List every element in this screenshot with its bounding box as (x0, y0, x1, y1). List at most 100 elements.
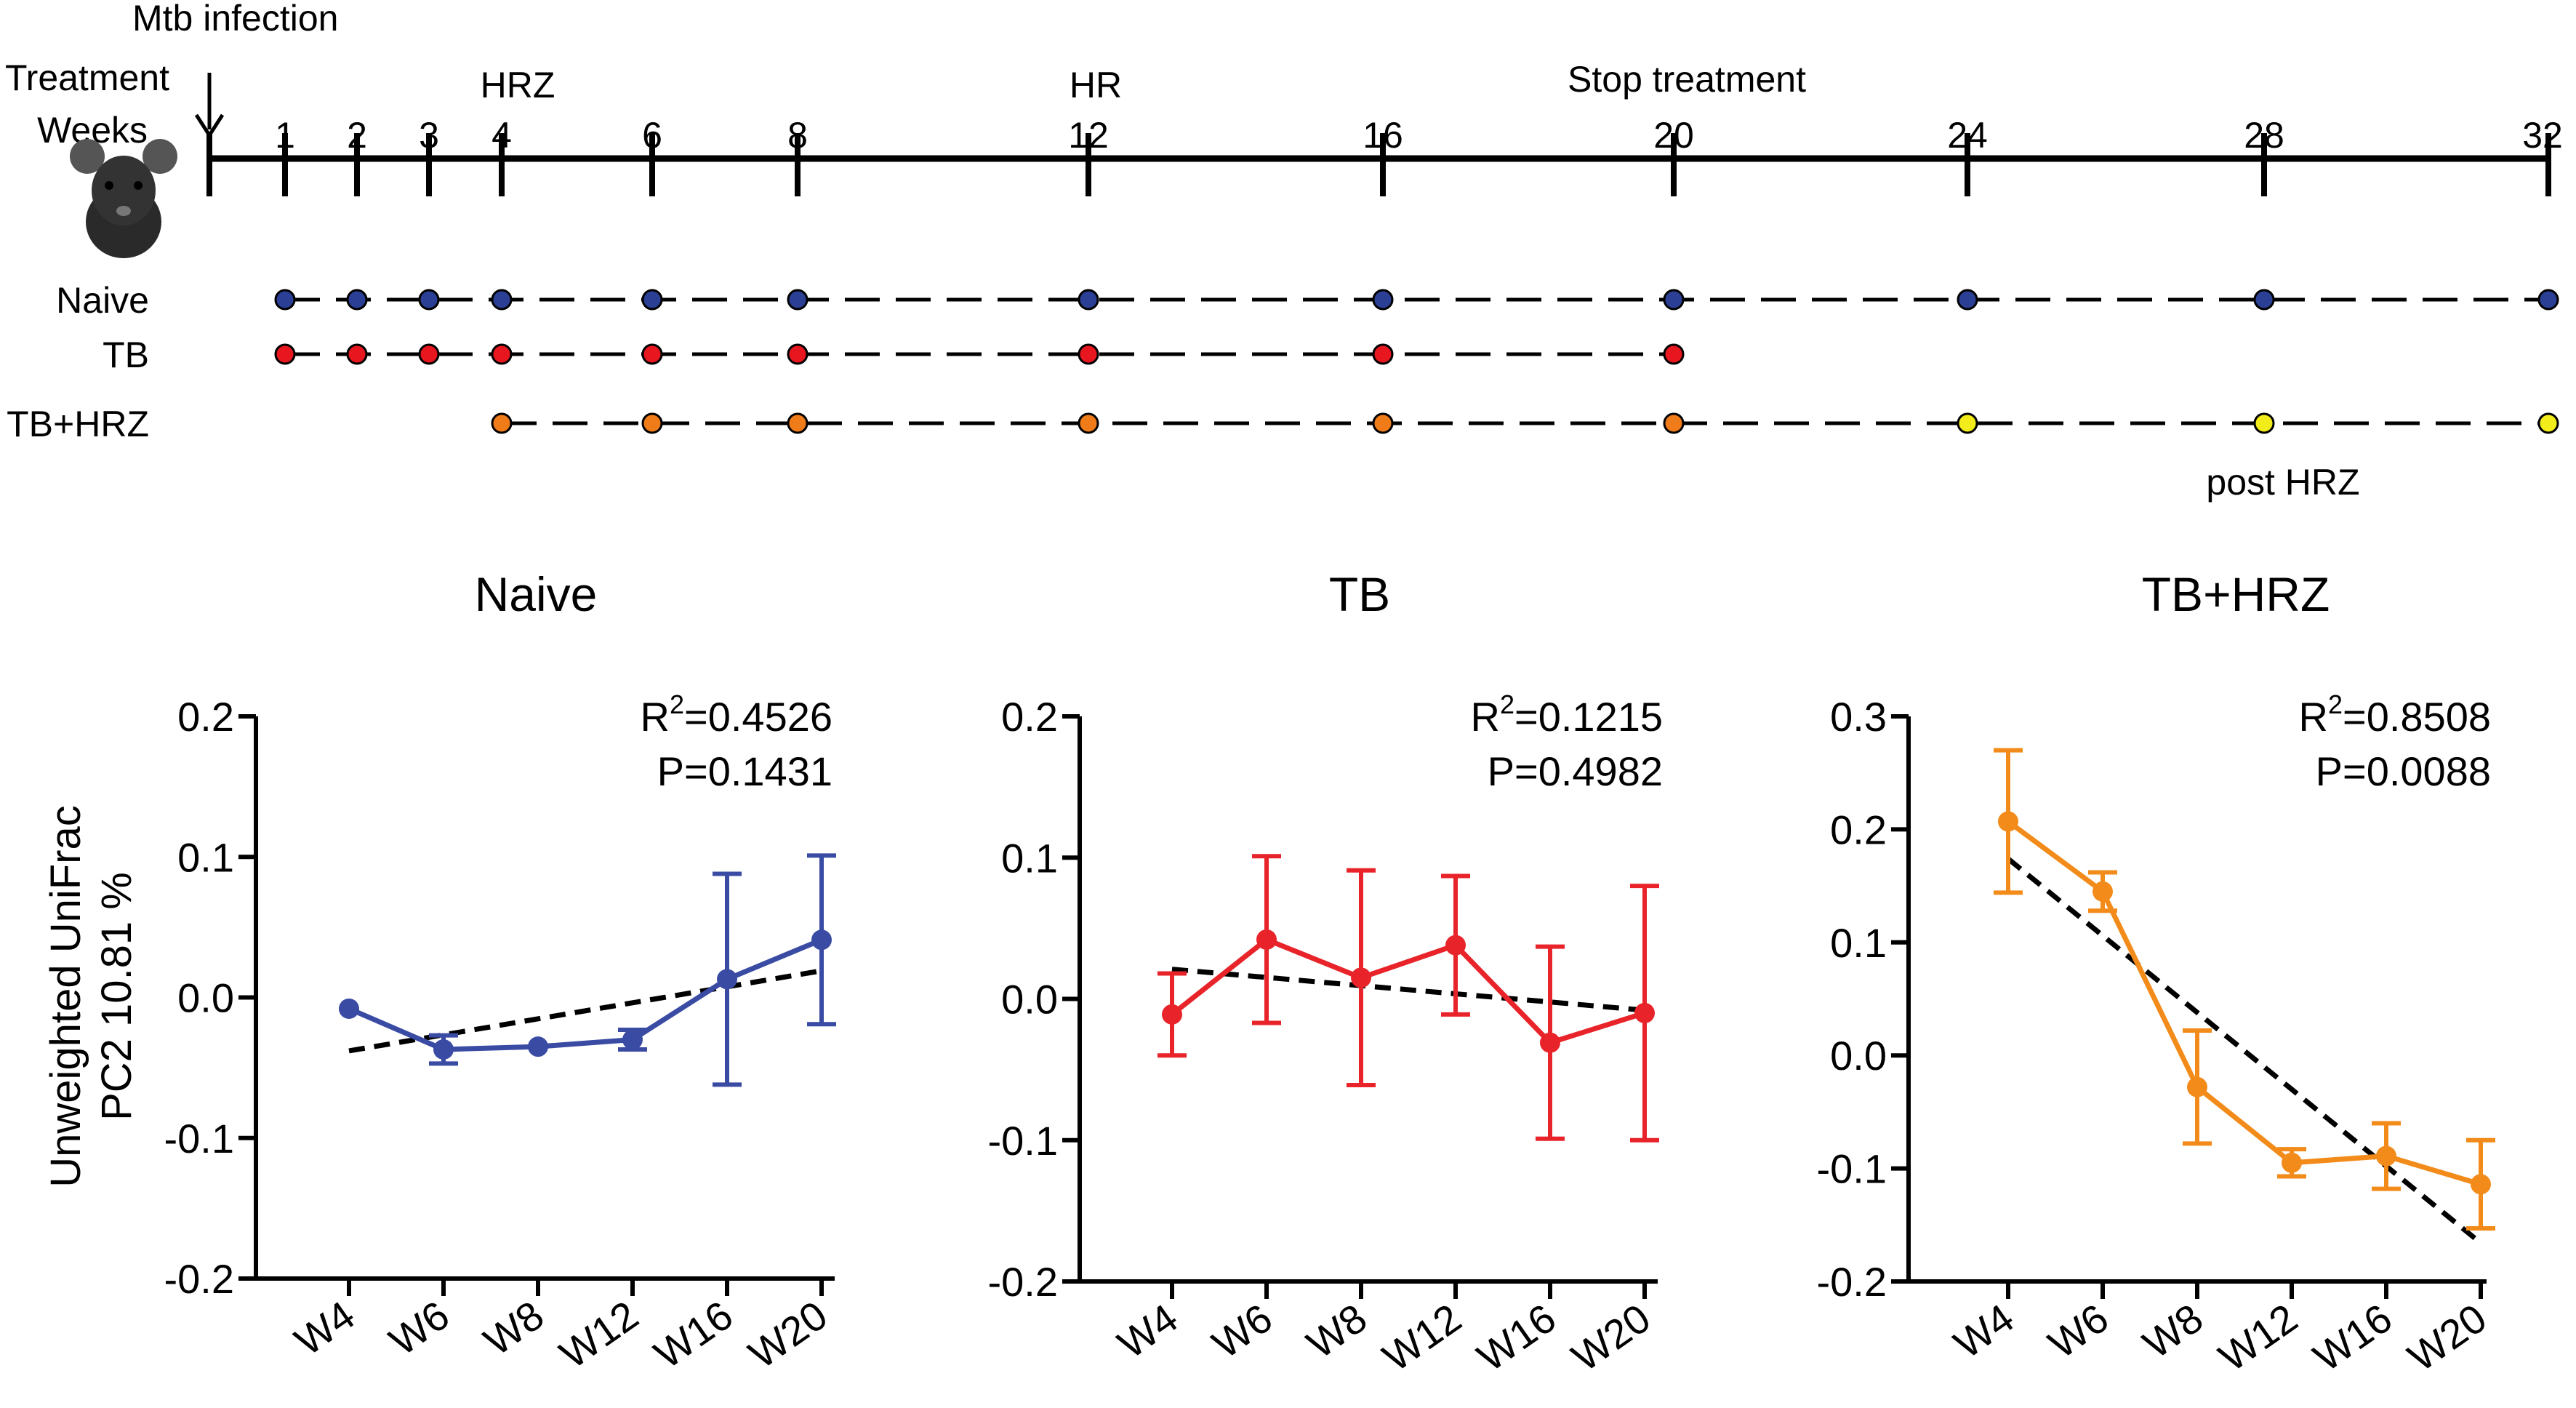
timeline-sample-point (2537, 412, 2559, 434)
y-tick-label: 0.0 (177, 975, 234, 1021)
data-point (433, 1039, 454, 1060)
trend-line (1171, 967, 1645, 1013)
x-tick-label: W6 (381, 1292, 457, 1364)
timeline-tick-label: 6 (642, 115, 662, 156)
timeline-tick-label: 32 (2522, 115, 2563, 156)
timeline-sample-point (2253, 289, 2275, 311)
x-tick-label: W20 (740, 1292, 835, 1377)
trend-line (2006, 857, 2483, 1245)
chart-tb-hrz: 0.3 0.2 0.1 0.0 -0.1 -0.2 W4 W6 W8 W12 W16 W20 R2=0… (1817, 689, 2495, 1380)
data-point (717, 969, 737, 990)
x-tick-label: W12 (2210, 1295, 2305, 1380)
timeline-tick-label: 2 (347, 115, 367, 156)
phase-hrz-label: HRZ (481, 65, 555, 105)
trend-line (348, 968, 822, 1054)
x-tick-label: W20 (2399, 1295, 2494, 1380)
timeline-tick-label: 12 (1068, 115, 1109, 156)
data-point (1445, 935, 1466, 956)
p-value-label: P=0.4982 (1488, 748, 1663, 794)
timeline-sample-point (1372, 343, 1394, 365)
r-squared-label: R2=0.4526 (641, 689, 832, 740)
p-value-label: P=0.1431 (657, 748, 832, 794)
series-line (1170, 937, 1646, 1046)
x-tick-label: W4 (1946, 1295, 2022, 1367)
x-tick-label: W8 (2135, 1295, 2211, 1367)
x-tick-label: W6 (1204, 1295, 1280, 1367)
x-tick-label: W8 (1299, 1295, 1375, 1367)
timeline-sample-point (2253, 412, 2275, 434)
p-value-label: P=0.0088 (2316, 748, 2491, 794)
data-point (2282, 1152, 2302, 1173)
chart-title-tb-hrz: TB+HRZ (2142, 567, 2330, 621)
timeline-tick-label: 3 (419, 115, 439, 156)
timeline: Mtb infection Treatment Weeks 1 2 3 4 6 8 12 16… (5, 0, 2563, 503)
timeline-sample-point (1957, 412, 1978, 434)
timeline-sample-point (1957, 289, 1978, 311)
data-point (622, 1029, 643, 1050)
x-tick-label: W6 (2040, 1295, 2116, 1367)
data-point (1998, 811, 2018, 832)
r-squared-label: R2=0.8508 (2299, 689, 2491, 740)
chart-title-naive: Naive (475, 567, 598, 621)
x-tick-label: W16 (1469, 1295, 1563, 1380)
y-tick-label: 0.3 (1830, 694, 1887, 740)
x-tick-label: W16 (646, 1292, 740, 1377)
data-point (2471, 1174, 2491, 1195)
y-tick-label: 0.1 (177, 834, 234, 880)
y-tick-label: -0.1 (1817, 1146, 1887, 1192)
timeline-sample-point (641, 343, 663, 365)
y-axis-label-line1: Unweighted UniFrac (42, 805, 89, 1187)
data-point (811, 929, 832, 951)
chart-tb: 0.2 0.1 0.0 -0.1 -0.2 W4 W6 W8 W12 W16 W20 R2=0.12… (988, 689, 1664, 1380)
y-axis-label-line2: PC2 10.81 % (93, 872, 140, 1121)
timeline-sample-point (274, 343, 296, 365)
r-squared-label: R2=0.1215 (1471, 689, 1663, 740)
chart-title-tb: TB (1329, 567, 1390, 621)
timeline-groups: Naive TB TB+HRZ (7, 280, 2559, 444)
y-axis-label: Unweighted UniFrac PC2 10.81 % (42, 805, 140, 1187)
timeline-tick-label: 4 (491, 115, 512, 156)
y-tick-label: 0.0 (1001, 977, 1058, 1023)
timeline-tick-label: 28 (2244, 115, 2284, 156)
timeline-sample-point (1663, 343, 1685, 365)
x-tick-label: W4 (1110, 1295, 1186, 1367)
series-line (348, 937, 823, 1052)
y-tick-label: 0.2 (1001, 694, 1058, 740)
data-point (2376, 1145, 2396, 1167)
y-tick-label: -0.1 (988, 1118, 1059, 1164)
x-tick-label: W16 (2305, 1295, 2399, 1380)
timeline-tick-label: 20 (1653, 115, 1694, 156)
timeline-sample-point (346, 289, 368, 311)
timeline-group-label: Naive (56, 280, 149, 321)
timeline-tick-label: 24 (1947, 115, 1988, 156)
timeline-sample-point (787, 412, 808, 434)
phase-hr-label: HR (1070, 65, 1122, 105)
y-tick-label: 0.2 (177, 694, 234, 740)
y-tick-label: 0.1 (1001, 835, 1058, 881)
infection-arrow (194, 73, 225, 139)
timeline-sample-point (491, 343, 513, 365)
data-point (339, 998, 359, 1019)
data-point (528, 1036, 548, 1057)
timeline-sample-point (2537, 289, 2559, 311)
timeline-sample-point (787, 289, 808, 311)
data-point (1540, 1032, 1560, 1053)
data-point (1162, 1004, 1182, 1025)
timeline-sample-point (1372, 412, 1394, 434)
data-point (2187, 1076, 2207, 1097)
stop-treatment-label: Stop treatment (1568, 59, 1806, 100)
x-tick-label: W12 (1374, 1295, 1469, 1380)
timeline-sample-point (491, 289, 513, 311)
mouse-icon (70, 139, 177, 258)
x-tick-label: W20 (1563, 1295, 1658, 1380)
y-tick-label: -0.2 (164, 1256, 235, 1302)
timeline-ticks: 1 2 3 4 6 8 12 16 20 24 28 32 (275, 115, 2563, 196)
timeline-tick-label: 1 (275, 115, 295, 156)
timeline-sample-point (641, 289, 663, 311)
y-tick-label: 0.0 (1830, 1033, 1887, 1079)
y-tick-label: -0.2 (988, 1259, 1059, 1305)
x-tick-label: W8 (476, 1292, 552, 1364)
timeline-sample-point (787, 343, 808, 365)
x-tick-label: W12 (551, 1292, 646, 1377)
timeline-sample-point (1078, 343, 1099, 365)
